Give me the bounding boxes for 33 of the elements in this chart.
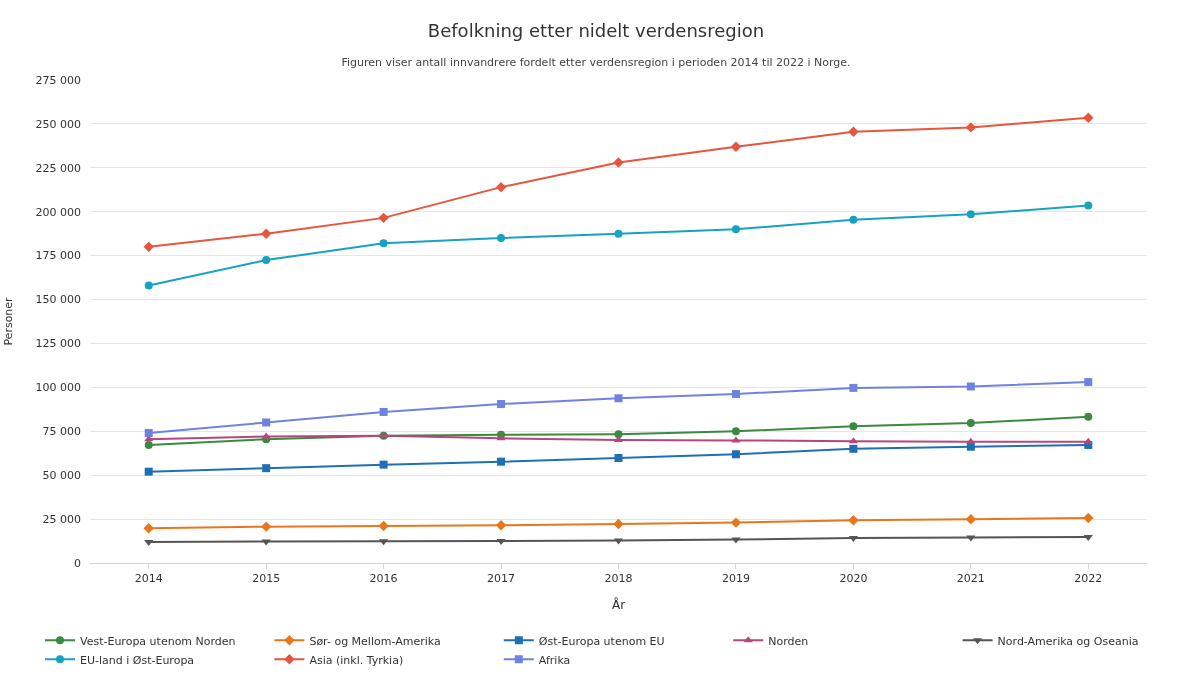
y-tick-label: 275 000 bbox=[35, 73, 81, 87]
x-tick-label: 2017 bbox=[487, 572, 516, 586]
legend-label: Nord-Amerika og Oseania bbox=[997, 634, 1139, 648]
y-tick-label: 25 000 bbox=[42, 512, 81, 526]
y-tick-label: 225 000 bbox=[35, 161, 81, 175]
legend-label: Sør- og Mellom-Amerika bbox=[309, 634, 441, 648]
y-tick-label: 50 000 bbox=[42, 469, 81, 483]
x-tick-label: 2014 bbox=[134, 572, 163, 586]
x-tick-label: 2021 bbox=[956, 572, 985, 586]
legend-label: Afrika bbox=[538, 653, 571, 667]
legend-label: Asia (inkl. Tyrkia) bbox=[309, 653, 404, 667]
chart-subtitle: Figuren viser antall innvandrere fordelt etter verdensregion i perioden 2014 til 2022 i Norge. bbox=[341, 55, 851, 69]
x-tick-label: 2018 bbox=[604, 572, 633, 586]
x-tick-label: 2022 bbox=[1074, 572, 1103, 586]
chart-title: Befolkning etter nidelt verdensregion bbox=[427, 19, 765, 41]
x-tick-label: 2015 bbox=[252, 572, 281, 586]
y-tick-label: 100 000 bbox=[35, 381, 81, 395]
y-axis-title: Personer bbox=[2, 296, 16, 346]
y-tick-label: 200 000 bbox=[35, 205, 81, 219]
y-tick-label: 250 000 bbox=[35, 117, 81, 131]
legend-label: Norden bbox=[768, 634, 809, 648]
y-tick-label: 150 000 bbox=[35, 293, 81, 307]
x-tick-label: 2020 bbox=[839, 572, 868, 586]
legend-label: Øst-Europa utenom EU bbox=[538, 634, 665, 648]
y-tick-label: 75 000 bbox=[42, 425, 81, 439]
y-tick-label: 0 bbox=[74, 556, 81, 570]
x-tick-label: 2016 bbox=[369, 572, 398, 586]
y-tick-label: 175 000 bbox=[35, 249, 81, 263]
legend-label: Vest-Europa utenom Norden bbox=[80, 634, 236, 648]
legend-label: EU-land i Øst-Europa bbox=[80, 653, 195, 667]
x-axis-title: År bbox=[611, 597, 626, 612]
x-tick-label: 2019 bbox=[721, 572, 750, 586]
y-tick-label: 125 000 bbox=[35, 337, 81, 351]
